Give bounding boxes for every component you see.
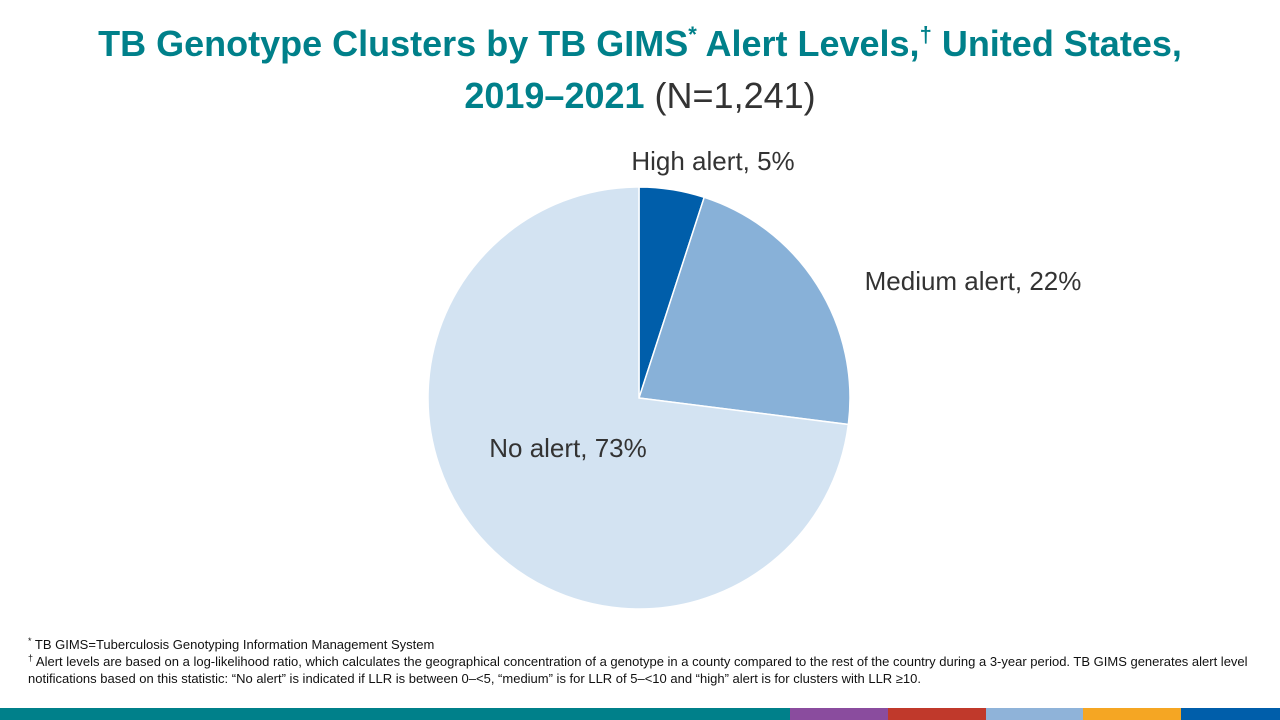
label-medium-alert: Medium alert, 22% [865,266,1082,296]
bottom-bar-segment [1083,708,1181,720]
title-line-1: TB Genotype Clusters by TB GIMS* Alert L… [0,18,1280,70]
title-text-2: Alert Levels, [696,23,920,64]
footnote-2: † Alert levels are based on a log-likeli… [28,653,1248,687]
footnote-1-mark: * [28,636,32,646]
footnote-1-text: TB GIMS=Tuberculosis Genotyping Informat… [34,637,435,652]
title-text-3: United States, [931,23,1182,64]
title-sample-size: (N=1,241) [644,75,816,116]
label-no-alert: No alert, 73% [489,433,647,463]
slice-no-alert [427,186,850,610]
chart-title: TB Genotype Clusters by TB GIMS* Alert L… [0,18,1280,122]
slice-medium-alert [638,196,851,426]
bottom-bar-segment [888,708,986,720]
footnote-1: * TB GIMS=Tuberculosis Genotyping Inform… [28,636,1248,653]
bottom-color-bar [0,708,1280,720]
title-asterisk: * [688,22,697,47]
title-years: 2019–2021 [464,75,645,116]
bottom-bar-segment [790,708,888,720]
bottom-bar-segment [1181,708,1280,720]
footnote-2-mark: † [28,653,34,663]
title-line-2: 2019–2021 (N=1,241) [0,70,1280,122]
footnote-2-text: Alert levels are based on a log-likeliho… [28,654,1248,686]
title-text-1: TB Genotype Clusters by TB GIMS [98,23,689,64]
bottom-bar-segment [986,708,1083,720]
label-high-alert: High alert, 5% [631,146,794,176]
footnotes: * TB GIMS=Tuberculosis Genotyping Inform… [28,636,1248,687]
title-dagger: † [919,22,932,47]
bottom-bar-segment [0,708,790,720]
